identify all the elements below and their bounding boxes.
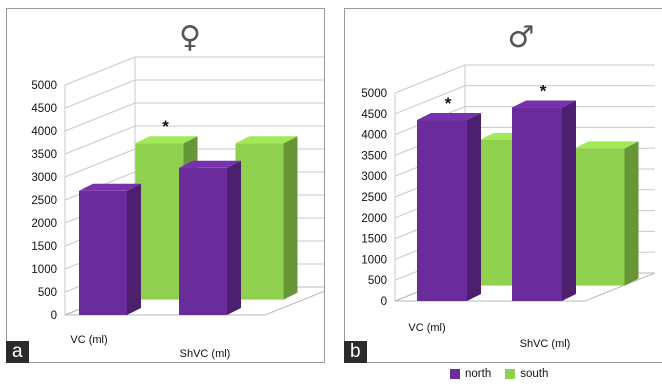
tick-label-1-3500: 3500 [361,150,387,162]
category-label-1-1: ShVC (ml) [520,338,571,350]
bar-top-0-north-1 [179,160,241,168]
bar-front-1-north-0 [417,120,467,301]
bar-top-1-south-1 [574,141,639,149]
tick-label-1-4500: 4500 [361,109,387,121]
gridline-0-5000 [64,56,324,86]
significance-mark-1-0-1: * [540,82,547,101]
sex-symbol-0: ♀ [179,20,201,55]
gridline-1-5000 [394,64,655,94]
legend-label-south: south [520,368,549,380]
legend-item-south: south [505,368,548,380]
tick-label-1-2000: 2000 [361,213,387,225]
bar-front-1-south-1 [574,148,625,286]
bar-0-south-1 [235,136,298,300]
bar-side-0-south-1 [283,136,298,300]
bar-1-north-0 [417,113,481,301]
tick-label-0-0: 0 [51,310,57,322]
legend-swatch-south [505,369,516,379]
tick-label-0-1500: 1500 [31,241,57,253]
legend: north south [450,368,548,380]
tick-label-1-1500: 1500 [361,234,387,246]
tick-label-0-3000: 3000 [31,172,57,184]
tick-label-1-3000: 3000 [361,171,387,183]
tick-label-0-500: 500 [38,287,57,299]
bar-front-0-south-0 [135,143,184,300]
tick-label-1-5000: 5000 [361,88,387,100]
bar-top-1-north-0 [417,113,481,121]
tick-label-0-5000: 5000 [31,80,57,92]
chart-panel-a: 0 500 1000 1500 2000 2500 3000 3500 4000 4500 5000… [6,8,325,363]
category-label-0-1: ShVC (ml) [180,348,231,360]
bar-1-south-1 [574,141,639,286]
bar-1-north-1 [512,100,576,301]
panel-label-a: a [6,341,29,363]
tick-label-0-3500: 3500 [31,149,57,161]
tick-label-0-4500: 4500 [31,103,57,115]
bar-side-1-north-1 [562,100,576,301]
gridline-0-4500 [64,79,324,109]
tick-label-1-0: 0 [381,296,387,308]
bar-0-north-1 [179,160,241,315]
bar-top-0-north-0 [79,183,141,191]
bar-top-0-south-0 [135,136,198,144]
bar-front-0-north-1 [179,167,227,315]
bar-front-0-north-0 [79,190,127,315]
bar-side-1-south-1 [624,141,639,286]
bar-side-0-north-1 [227,160,241,315]
bar-0-north-0 [79,183,141,315]
tick-label-0-4000: 4000 [31,126,57,138]
bar-top-0-south-1 [235,136,298,144]
tick-label-0-2000: 2000 [31,218,57,230]
bar-top-1-north-1 [512,100,576,108]
legend-label-north: north [465,368,492,380]
sex-symbol-1: ♂ [508,20,535,55]
tick-label-1-2500: 2500 [361,192,387,204]
tick-label-0-2500: 2500 [31,195,57,207]
tick-label-1-500: 500 [368,275,387,287]
significance-mark-0-1-0: * [162,117,169,136]
category-label-1-0: VC (ml) [408,322,445,334]
chart-a-svg: 0 500 1000 1500 2000 2500 3000 3500 4000 4500 5000… [31,20,324,360]
bar-front-1-north-1 [512,107,562,301]
significance-mark-1-0-0: * [445,94,452,113]
tick-label-1-1000: 1000 [361,254,387,266]
legend-item-north: north [450,368,491,380]
chart-panel-b: 0 500 1000 1500 2000 2500 3000 3500 4000 4500 5000… [344,8,662,363]
legend-swatch-north [450,369,460,379]
category-label-0-0: VC (ml) [70,334,107,346]
tick-label-1-4000: 4000 [361,130,387,142]
gridline-0-4000 [64,102,324,132]
bar-front-0-south-1 [235,143,284,300]
chart-b-svg: 0 500 1000 1500 2000 2500 3000 3500 4000 4500 5000… [361,20,656,350]
tick-label-0-1000: 1000 [31,264,57,276]
bar-side-1-north-0 [467,113,481,301]
panel-label-b: b [344,341,367,363]
bar-side-0-north-0 [127,183,141,315]
